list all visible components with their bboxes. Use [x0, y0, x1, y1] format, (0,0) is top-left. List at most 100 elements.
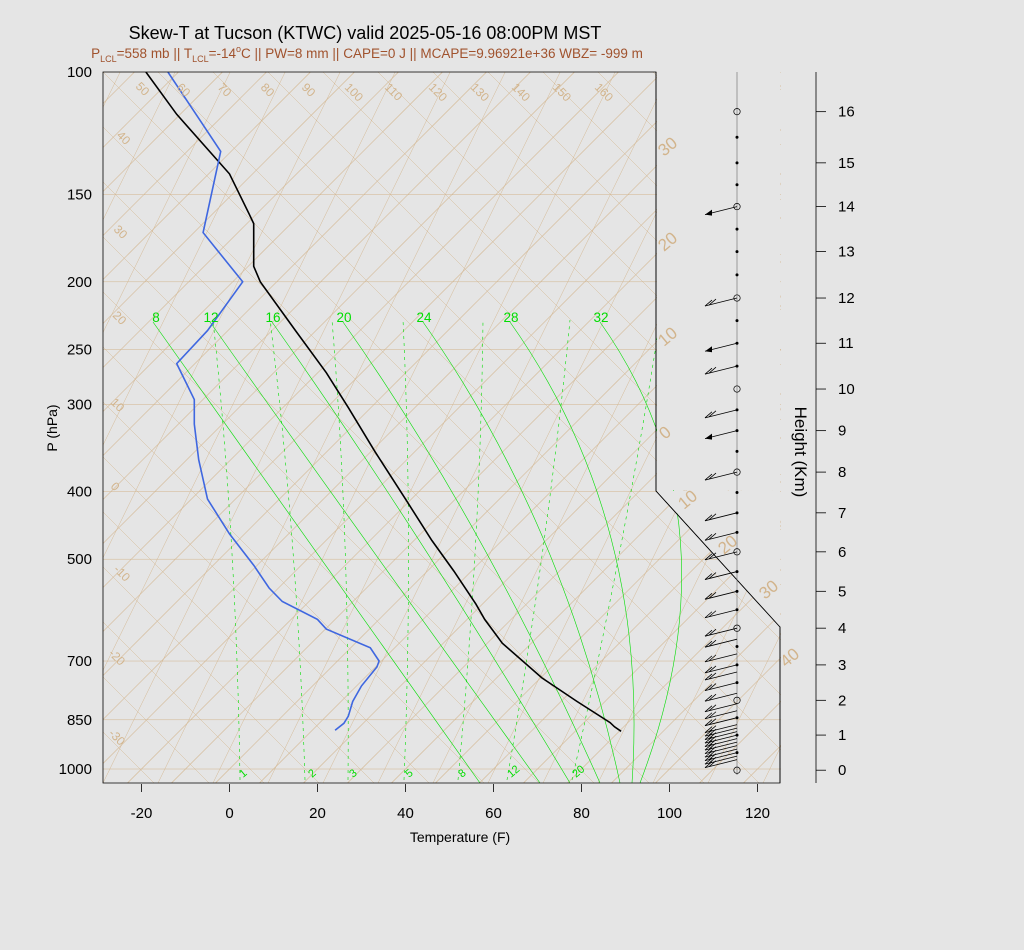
wind-barb — [704, 664, 738, 674]
wind-barb — [704, 745, 738, 755]
height-marker-dot — [735, 645, 739, 649]
isotherm-label: -10 — [111, 562, 133, 584]
mixing-ratio-line — [402, 319, 409, 781]
wind-barb — [704, 551, 738, 561]
isotherm — [1007, 40, 1024, 784]
x-tick-label: -20 — [131, 805, 153, 822]
isotherm — [479, 481, 781, 783]
wind-barb — [704, 671, 738, 681]
isotherm-alt — [818, 72, 1024, 783]
isotherm — [875, 40, 1024, 784]
moist-adiabat — [422, 321, 621, 783]
wind-barb — [704, 731, 738, 740]
x-axis-label: Temperature (F) — [410, 829, 510, 845]
y-axis-label: P (hPa) — [44, 404, 60, 451]
wind-barb — [704, 365, 738, 375]
height-tick-label: 7 — [838, 505, 846, 522]
wind-barb — [704, 741, 738, 751]
wind-barb — [704, 512, 738, 522]
isotherm — [103, 72, 575, 544]
wind-barb — [704, 609, 738, 619]
height-marker-circle — [733, 696, 741, 704]
wind-barb — [704, 590, 738, 600]
wind-barb — [704, 752, 738, 762]
isotherm-label: 100 — [342, 80, 366, 104]
dry-adiabat — [267, 72, 616, 783]
mixing-ratio-label-bottom: 12 — [505, 763, 522, 780]
axes: -20 0 20 40 60 80 100 1201001502002503004005007… — [59, 64, 855, 822]
height-marker-circle — [733, 385, 741, 393]
temperature-line — [145, 72, 622, 732]
isotherm-alt — [103, 401, 485, 783]
height-tick-label: 14 — [838, 199, 855, 216]
right-mask — [657, 72, 780, 490]
height-marker-dot — [735, 663, 739, 667]
isotherm — [103, 72, 619, 588]
dry-adiabat — [983, 0, 1024, 783]
y-tick-label: 400 — [67, 484, 92, 501]
isotherm-label: 130 — [468, 80, 492, 104]
height-marker-dot — [735, 608, 739, 612]
dry-adiabat — [873, 0, 1024, 783]
height-tick-label: 2 — [838, 692, 846, 709]
wind-barb — [704, 734, 738, 744]
height-marker-dot — [735, 716, 739, 720]
x-tick-label: 80 — [573, 805, 590, 822]
isotherm-label: 30 — [111, 222, 131, 242]
dry-adiabat — [103, 72, 396, 671]
height-tick-label: 10 — [838, 381, 855, 398]
isotherm — [215, 217, 781, 783]
height-axis-label: Height (Km) — [791, 407, 810, 498]
mixing-ratio-label: 12 — [203, 310, 218, 325]
moist-adiabat — [271, 321, 571, 783]
isotherm-label: 40 — [114, 128, 134, 148]
isotherm-alt — [487, 72, 781, 366]
height-marker-dot — [735, 408, 739, 412]
mixing-ratio-line — [457, 319, 484, 781]
mixing-ratio-line — [212, 319, 241, 781]
wind-barb — [704, 297, 738, 307]
height-marker-circle — [733, 294, 741, 302]
height-tick-label: 15 — [838, 155, 855, 172]
height-marker-circle — [733, 548, 741, 556]
isotherm-alt — [103, 181, 705, 783]
height-marker-dot — [735, 733, 739, 737]
height-marker-dot — [735, 364, 739, 368]
isotherm — [103, 72, 267, 236]
mixing-ratio-label: 32 — [593, 310, 608, 325]
isotherm-alt — [103, 456, 430, 783]
height-marker-dot — [735, 227, 739, 231]
moist-adiabat — [599, 321, 682, 783]
isotherm-label: 10 — [108, 395, 128, 415]
isotherm — [611, 613, 781, 783]
isotherm-alt — [103, 566, 320, 783]
height-marker-dot — [735, 589, 739, 593]
isotherm-alt — [103, 72, 781, 751]
height-tick-label: 1 — [838, 727, 846, 744]
moist-adiabat — [342, 321, 601, 783]
y-tick-label: 500 — [67, 551, 92, 568]
wind-barb — [704, 727, 738, 737]
y-tick-label: 150 — [67, 187, 92, 204]
isotherm — [831, 40, 1024, 784]
dry-adiabat — [103, 72, 341, 559]
dry-adiabat — [103, 72, 451, 783]
isotherm-label: 60 — [174, 80, 194, 100]
wind-barb — [704, 342, 738, 353]
dry-adiabat — [103, 72, 286, 446]
height-marker-dot — [735, 429, 739, 433]
height-marker-dot — [735, 490, 739, 494]
isotherm-label: 140 — [509, 80, 533, 104]
isotherm-alt — [267, 72, 781, 586]
height-tick-label: 6 — [838, 544, 846, 561]
isotherm-lines — [0, 0, 1024, 784]
height-tick-label: 13 — [838, 244, 855, 261]
isotherm — [0, 40, 122, 784]
isotherm-label: 160 — [592, 80, 616, 104]
isotherm-label: 90 — [299, 80, 319, 100]
isotherm-alt — [983, 72, 1024, 783]
isotherm — [743, 745, 781, 783]
isotherm-label: 120 — [426, 80, 450, 104]
isotherm — [103, 72, 531, 500]
